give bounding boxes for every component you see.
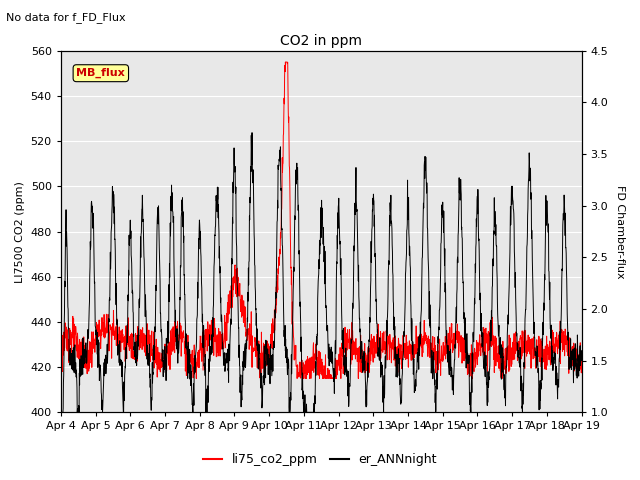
Y-axis label: LI7500 CO2 (ppm): LI7500 CO2 (ppm): [15, 180, 25, 283]
Y-axis label: FD Chamber-flux: FD Chamber-flux: [615, 185, 625, 278]
Legend: li75_co2_ppm, er_ANNnight: li75_co2_ppm, er_ANNnight: [198, 448, 442, 471]
Title: CO2 in ppm: CO2 in ppm: [280, 34, 362, 48]
Text: MB_flux: MB_flux: [76, 68, 125, 78]
Text: No data for f_FD_Flux: No data for f_FD_Flux: [6, 12, 126, 23]
